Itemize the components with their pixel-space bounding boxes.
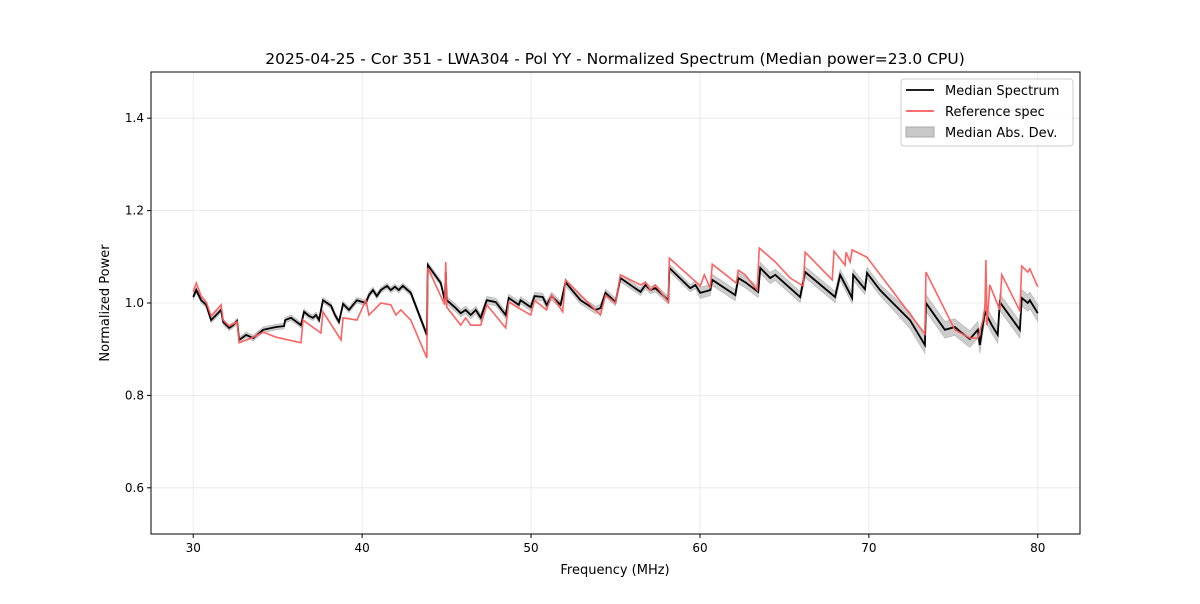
- x-tick-label: 60: [692, 541, 707, 555]
- series-lines: [192, 246, 1039, 359]
- mad-band-area: [192, 261, 1039, 355]
- y-axis-label: Normalized Power: [98, 244, 113, 362]
- x-tick-label: 70: [861, 541, 876, 555]
- legend: Median Spectrum Reference spec Median Ab…: [900, 78, 1074, 147]
- legend-mad-swatch: [905, 126, 935, 138]
- x-axis-label: Frequency (MHz): [560, 563, 669, 578]
- x-tick-label: 30: [186, 541, 201, 555]
- reference-spectrum-line: [192, 246, 1039, 359]
- mad-band: [192, 261, 1039, 355]
- y-tick-label: 1.4: [125, 111, 144, 125]
- legend-box: [900, 78, 1074, 147]
- median-spectrum-line: [192, 262, 1039, 349]
- x-tick-label: 40: [354, 541, 369, 555]
- x-tick-label: 50: [523, 541, 538, 555]
- legend-reference-label: Reference spec: [945, 105, 1045, 120]
- legend-mad-label: Median Abs. Dev.: [945, 126, 1057, 141]
- y-tick-label: 1.2: [125, 204, 144, 218]
- axis-ticks: 30 40 50 60 70 80 0.6 0.8 1.0 1.2 1.4: [125, 111, 1046, 555]
- chart-title: 2025-04-25 - Cor 351 - LWA304 - Pol YY -…: [265, 50, 965, 68]
- x-tick-label: 80: [1030, 541, 1045, 555]
- y-tick-label: 0.8: [125, 388, 144, 402]
- y-tick-label: 1.0: [125, 296, 144, 310]
- legend-median-label: Median Spectrum: [945, 84, 1059, 99]
- y-tick-label: 0.6: [125, 481, 144, 495]
